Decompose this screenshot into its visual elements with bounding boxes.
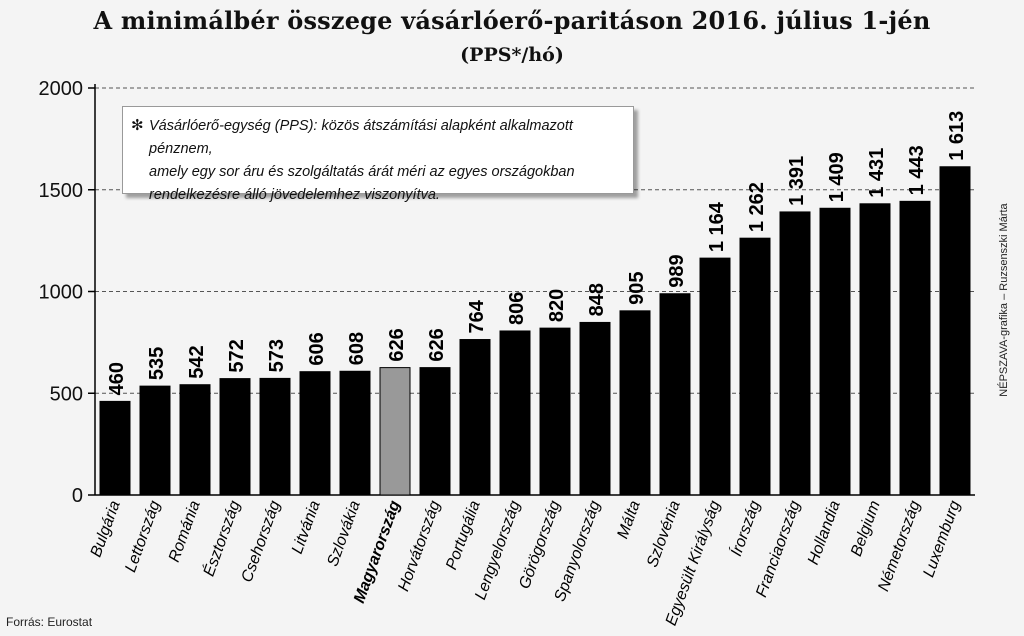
y-tick-label: 500	[50, 383, 83, 405]
asterisk-icon: ✻	[131, 117, 144, 134]
bar-value-label: 806	[506, 292, 528, 325]
bar-value-label: 764	[466, 299, 488, 333]
bar-value-label: 626	[386, 328, 408, 361]
bar-value-label: 1 431	[866, 148, 888, 198]
note-line: Vásárlóerő-egység (PPS): közös átszámítá…	[149, 118, 573, 157]
category-label: Portugália	[443, 498, 484, 572]
bar	[379, 367, 411, 496]
category-label: Románia	[166, 498, 204, 564]
bar-value-label: 572	[226, 339, 248, 372]
bar	[339, 370, 371, 496]
note-line: amely egy sor áru és szolgáltatás árát m…	[149, 164, 575, 180]
pps-note-box: ✻ Vásárlóerő-egység (PPS): közös átszámí…	[122, 106, 634, 203]
category-label: Csehország	[239, 498, 284, 584]
bar-value-label: 905	[626, 271, 648, 304]
bar	[219, 378, 251, 496]
bar-value-label: 1 613	[946, 111, 968, 161]
bar	[259, 377, 291, 496]
bar-value-label: 1 164	[706, 201, 728, 252]
bar-value-label: 848	[586, 283, 608, 316]
bar-value-label: 542	[186, 345, 208, 378]
bar	[779, 211, 811, 496]
bar	[659, 293, 691, 496]
category-label: Litvánia	[289, 498, 324, 556]
bar-value-label: 573	[266, 339, 288, 372]
bar-value-label: 460	[106, 362, 128, 395]
bar	[859, 203, 891, 496]
category-label: Észtország	[199, 498, 244, 579]
category-label: Németország	[875, 498, 924, 593]
bar-value-label: 606	[306, 332, 328, 365]
bar	[139, 385, 171, 496]
bar	[539, 327, 571, 496]
chart-title: A minimálbér összege vásárlóerő-paritáso…	[93, 6, 931, 35]
note-line: rendelkezésre álló jövedelemhez viszonyí…	[149, 187, 440, 203]
bar	[299, 371, 331, 496]
category-label: Szlovénia	[644, 498, 684, 569]
bar	[939, 166, 971, 496]
bar	[699, 257, 731, 496]
bar	[739, 237, 771, 496]
category-label: Görögország	[516, 498, 564, 591]
bar-value-label: 1 391	[786, 156, 808, 206]
bar	[899, 200, 931, 496]
bar	[499, 330, 531, 496]
category-label: Bulgária	[88, 498, 124, 559]
source-text: Forrás: Eurostat	[6, 615, 93, 629]
category-label: Horvátország	[395, 498, 444, 593]
category-label: Málta	[614, 498, 643, 541]
bar-value-label: 820	[546, 289, 568, 322]
bar	[819, 207, 851, 496]
bar	[619, 310, 651, 496]
bar-value-label: 989	[666, 254, 688, 287]
bar-value-label: 1 443	[906, 145, 928, 195]
y-tick-label: 2000	[39, 78, 84, 100]
bar	[99, 400, 131, 496]
bar	[579, 321, 611, 496]
category-label: Hollandia	[805, 498, 844, 567]
bar-value-label: 608	[346, 332, 368, 365]
chart-subtitle: (PPS*/hó)	[460, 44, 564, 66]
y-tick-label: 0	[72, 485, 83, 507]
bar-value-label: 1 262	[746, 182, 768, 232]
graphic-credit: NÉPSZAVA-grafika – Ruzsenszki Márta	[998, 203, 1010, 397]
bar	[459, 339, 491, 496]
category-label: Lettország	[122, 498, 164, 574]
category-label: Franciaország	[753, 498, 804, 599]
bar-value-label: 535	[146, 347, 168, 380]
y-tick-label: 1000	[39, 282, 84, 304]
category-label: Írország	[726, 498, 764, 559]
y-tick-label: 1500	[39, 180, 84, 202]
bar	[419, 367, 451, 496]
bar-value-label: 1 409	[826, 152, 848, 202]
category-label: Belgium	[848, 499, 884, 559]
category-label: Szlovákia	[324, 498, 363, 568]
bar-value-label: 626	[426, 328, 448, 361]
category-label: Luxemburg	[920, 498, 963, 579]
bar	[179, 384, 211, 496]
